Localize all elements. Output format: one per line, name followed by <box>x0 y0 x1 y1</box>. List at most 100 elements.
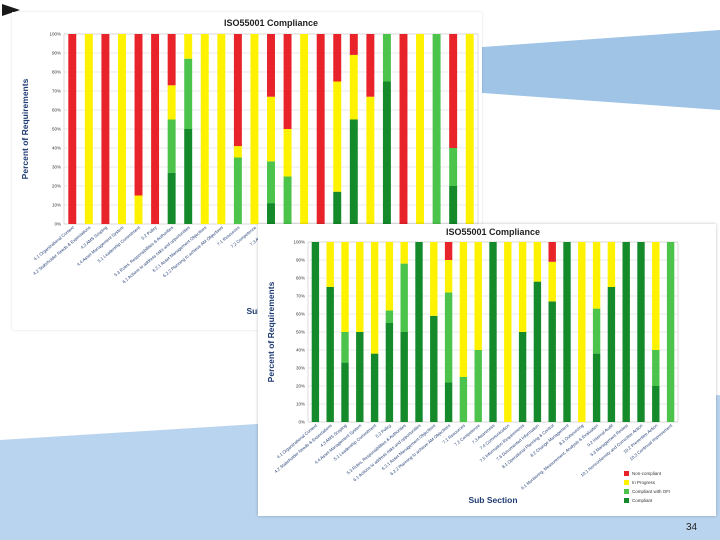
bar-compliant-with-ofi-13 <box>267 161 275 204</box>
bar-non-compliant-18 <box>349 34 358 55</box>
bar-in-progress-25 <box>465 34 474 224</box>
chart-title: ISO55001 Compliance <box>446 227 540 237</box>
bar-compliant-23 <box>637 242 645 422</box>
bar-compliant-with-ofi-14 <box>283 176 292 224</box>
bar-in-progress-2 <box>84 34 93 224</box>
bar-compliant-17 <box>548 301 556 422</box>
compliance-chart-2-svg: ISO55001 Compliance 0% 10% 20% 30% 40% 50% 60% 7… <box>266 227 679 505</box>
logo-mark <box>2 4 20 16</box>
bar-compliant-8 <box>415 242 423 422</box>
bar-compliant-with-ofi-24 <box>652 350 660 386</box>
bar-in-progress-11 <box>459 242 468 377</box>
bar-compliant-5 <box>370 353 379 422</box>
y-tick-label: 50% <box>296 330 305 335</box>
bar-in-progress-3 <box>341 242 349 332</box>
y-tick-label: 0% <box>298 420 305 425</box>
bar-compliant-10 <box>444 382 453 422</box>
bar-compliant-22 <box>622 242 630 422</box>
bar-compliant-16 <box>533 281 542 422</box>
y-tick-label: 20% <box>52 184 61 189</box>
bar-compliant-with-ofi-24 <box>449 148 458 186</box>
bar-in-progress-5 <box>134 195 143 224</box>
bar-in-progress-11 <box>233 146 242 158</box>
legend-swatch <box>624 480 629 485</box>
bar-compliant-with-ofi-10 <box>444 292 453 383</box>
bar-compliant-with-ofi-23 <box>432 34 441 224</box>
bar-in-progress-4 <box>117 34 126 224</box>
bar-compliant-1 <box>311 242 320 422</box>
bar-in-progress-22 <box>416 34 425 224</box>
bar-compliant-24 <box>449 186 458 224</box>
x-category-label: 4.2 Stakeholder Needs & Expectations <box>273 423 333 474</box>
bar-compliant-with-ofi-11 <box>459 377 468 422</box>
chart-title: ISO55001 Compliance <box>224 18 318 28</box>
bar-non-compliant-17 <box>333 34 342 82</box>
bar-in-progress-20 <box>592 242 601 309</box>
bar-compliant-with-ofi-20 <box>382 34 391 82</box>
bar-compliant-4 <box>356 332 364 422</box>
bar-compliant-with-ofi-8 <box>184 58 193 130</box>
bar-non-compliant-3 <box>101 34 110 224</box>
bar-in-progress-7 <box>400 242 408 264</box>
y-tick-label: 40% <box>52 146 61 151</box>
bar-in-progress-14 <box>283 129 292 177</box>
legend-entry: Compliant with OFI <box>632 489 670 494</box>
bar-non-compliant-19 <box>366 34 375 97</box>
y-tick-label: 60% <box>52 108 61 113</box>
bar-in-progress-19 <box>578 242 586 422</box>
bar-non-compliant-6 <box>151 34 160 224</box>
bar-in-progress-17 <box>548 261 556 302</box>
bar-compliant-13 <box>489 242 497 422</box>
y-tick-label: 80% <box>52 70 61 75</box>
bar-in-progress-8 <box>184 34 193 59</box>
bar-compliant-with-ofi-7 <box>400 263 408 332</box>
bar-in-progress-17 <box>333 81 342 192</box>
bar-compliant-with-ofi-11 <box>233 157 242 224</box>
y-tick-label: 70% <box>52 89 61 94</box>
y-tick-label: 90% <box>296 258 305 263</box>
bar-non-compliant-11 <box>233 34 242 147</box>
y-tick-label: 20% <box>296 384 305 389</box>
y-tick-label: 40% <box>296 348 305 353</box>
bar-in-progress-14 <box>504 242 512 422</box>
bar-non-compliant-1 <box>68 34 77 224</box>
bar-compliant-21 <box>607 287 616 422</box>
bar-non-compliant-10 <box>444 242 453 260</box>
page-number: 34 <box>686 522 698 533</box>
bar-in-progress-21 <box>607 242 616 287</box>
bar-compliant-3 <box>341 362 349 422</box>
bar-compliant-8 <box>184 129 193 224</box>
bar-non-compliant-24 <box>449 34 458 148</box>
bar-in-progress-6 <box>385 242 394 311</box>
y-tick-label: 60% <box>296 312 305 317</box>
y-tick-label: 100% <box>49 32 61 37</box>
bar-compliant-15 <box>518 332 527 422</box>
bar-compliant-17 <box>333 191 342 224</box>
bar-compliant-13 <box>267 203 275 224</box>
bar-compliant-9 <box>430 315 438 422</box>
bar-compliant-with-ofi-6 <box>385 310 394 323</box>
bar-in-progress-9 <box>430 242 438 316</box>
y-tick-label: 30% <box>52 165 61 170</box>
bar-compliant-7 <box>400 332 408 422</box>
y-axis-label: Percent of Requirements <box>20 78 30 179</box>
bar-compliant-2 <box>326 287 334 422</box>
y-tick-label: 10% <box>52 203 61 208</box>
bar-non-compliant-7 <box>167 34 176 86</box>
bar-compliant-20 <box>592 353 601 422</box>
x-axis-label: Sub Section <box>468 495 517 505</box>
bar-in-progress-5 <box>370 242 379 354</box>
bar-compliant-with-ofi-3 <box>341 332 349 363</box>
y-tick-label: 30% <box>296 366 305 371</box>
bar-in-progress-18 <box>349 54 358 120</box>
bar-in-progress-10 <box>217 34 226 224</box>
legend-entry: In Progress <box>632 480 656 485</box>
bar-in-progress-16 <box>533 242 542 282</box>
legend-swatch <box>624 471 629 476</box>
y-tick-label: 80% <box>296 276 305 281</box>
bar-non-compliant-17 <box>548 242 556 262</box>
bar-non-compliant-5 <box>134 34 143 196</box>
bar-in-progress-9 <box>200 34 209 224</box>
bar-compliant-with-ofi-7 <box>167 119 176 173</box>
bar-in-progress-4 <box>356 242 364 332</box>
